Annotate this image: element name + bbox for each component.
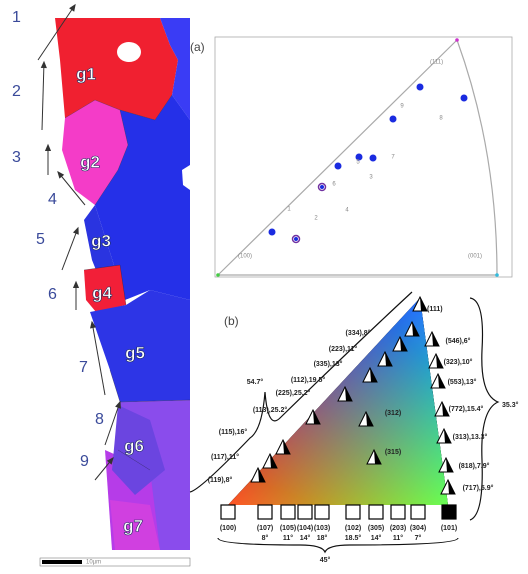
plane-label: (335),13°	[314, 360, 343, 368]
angle-label: 18°	[317, 534, 328, 542]
plane-label: (323),10°	[444, 358, 473, 366]
corner-label: (111)	[430, 60, 443, 66]
step-label: 5	[36, 231, 45, 248]
span-label: 54.7°	[247, 378, 264, 386]
plane-label: (225),25.2°	[276, 389, 311, 397]
step-label: 1	[12, 9, 21, 26]
plane-label: (117),11°	[211, 453, 239, 461]
marker	[411, 505, 425, 519]
grain-label: g7	[123, 516, 143, 535]
arrow-head	[74, 282, 79, 288]
step-label: 9	[80, 453, 89, 470]
plane-label: (115),16°	[219, 428, 248, 436]
corner-label: (001)	[468, 254, 482, 260]
step-label: 4	[48, 191, 57, 208]
plane-label: (112),19.5°	[291, 376, 326, 384]
grain-point	[417, 84, 424, 91]
marker	[346, 505, 360, 519]
plane-label: (223),11°	[329, 345, 358, 353]
ebsd-map	[40, 18, 190, 566]
marker	[221, 505, 235, 519]
grain-point	[294, 237, 298, 241]
plane-label: (119),8°	[208, 476, 233, 484]
arrow-head	[46, 145, 51, 151]
grain-point	[335, 163, 342, 170]
grain-label: g4	[92, 283, 112, 302]
angle-label: 7°	[415, 534, 422, 542]
grain-point	[461, 95, 468, 102]
grain-point	[269, 229, 276, 236]
figure: 1 2 3 4 5 6 7 8 9 g1 g2 g3 g4 g5 g6 g7 10µm (a) (111) (100)…	[0, 0, 528, 569]
plane-label: (818),7.9°	[459, 462, 490, 470]
angle-label: 14°	[371, 534, 382, 542]
angle-label: 11°	[283, 534, 293, 542]
plane-label: (546),6°	[446, 337, 471, 345]
marker	[258, 505, 272, 519]
step-label: 8	[95, 411, 104, 428]
page: {"left_panel": {"step_labels": ["1", "2"…	[0, 0, 528, 569]
plane-label: (717),5.9°	[463, 484, 494, 492]
plane-label: (100)	[220, 525, 236, 532]
angle-label: 18.5°	[345, 534, 362, 542]
marker	[298, 505, 312, 519]
grain-label: g5	[125, 343, 145, 362]
grain-label: g1	[76, 64, 96, 83]
plane-label: (772),15.4°	[449, 405, 484, 413]
marker	[281, 505, 295, 519]
plane-label: (315)	[385, 449, 401, 456]
grain-point	[320, 185, 324, 189]
plane-label: (203)	[390, 525, 406, 532]
apex-label: (111)	[427, 306, 443, 313]
panel-label: (b)	[224, 314, 239, 328]
arrow	[42, 62, 44, 130]
span-label: 45°	[320, 556, 331, 564]
span-label: 35.3°	[502, 401, 519, 409]
grain-label: g3	[91, 231, 111, 250]
panel-a	[215, 37, 512, 277]
grain-point	[370, 155, 377, 162]
plane-label: (104)	[297, 525, 313, 532]
plane-label: (304)	[410, 525, 426, 532]
marker	[442, 505, 456, 519]
plane-label: (107)	[257, 525, 273, 532]
grain-point	[390, 116, 397, 123]
marker	[315, 505, 329, 519]
step-label: 3	[12, 149, 21, 166]
step-label: 6	[48, 286, 57, 303]
arrow-head	[74, 228, 78, 234]
plane-label: (113),25.2°	[253, 406, 288, 414]
angle-label: 8°	[262, 534, 269, 542]
plane-label: (102)	[345, 525, 361, 532]
grain-label: g6	[124, 436, 144, 455]
corner-label: (100)	[238, 254, 252, 260]
angle-label: 11°	[393, 534, 403, 542]
plane-label: (334),8°	[346, 329, 371, 337]
step-label: 7	[79, 359, 88, 376]
scale-bar-label: 10µm	[86, 560, 101, 566]
step-label: 2	[12, 83, 21, 100]
plane-label: (305)	[368, 525, 384, 532]
arrow-head	[116, 402, 120, 408]
arrow	[62, 228, 78, 270]
grain-label: g2	[80, 152, 100, 171]
plane-label: (553),13°	[448, 378, 477, 386]
plane-label: (313),13.3°	[453, 433, 488, 441]
marker	[391, 505, 405, 519]
plane-label: (105)	[280, 525, 296, 532]
plane-label: (312)	[385, 410, 401, 417]
plane-label: (101)	[441, 525, 457, 532]
plane-label: (103)	[314, 525, 330, 532]
panel-label: (a)	[190, 40, 205, 54]
arrow-head	[70, 5, 75, 11]
arrow-head	[42, 62, 47, 68]
angle-label: 14°	[300, 534, 311, 542]
marker	[369, 505, 383, 519]
